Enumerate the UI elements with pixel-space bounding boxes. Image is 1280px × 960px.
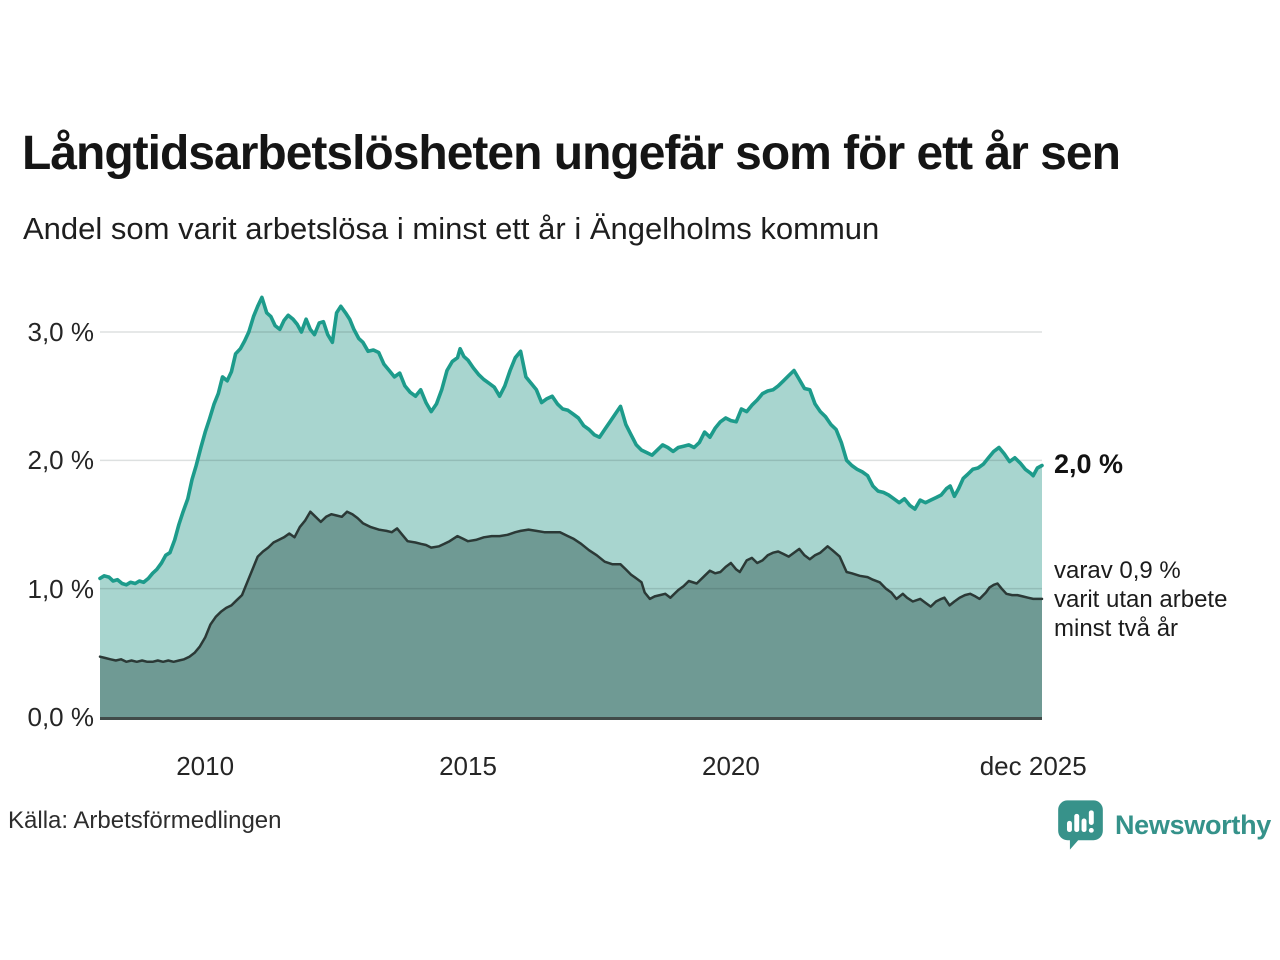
note-line-1: varav 0,9 % xyxy=(1054,557,1181,584)
y-axis-tick-0: 0,0 % xyxy=(27,702,95,732)
latest-value-label: 2,0 % xyxy=(1054,449,1124,479)
y-axis-tick-2: 2,0 % xyxy=(27,445,95,476)
y-axis-tick-3: 3,0 % xyxy=(27,317,95,347)
y-axis-tick-1: 1,0 % xyxy=(27,573,95,604)
newsworthy-wordmark: Newsworthy xyxy=(1114,809,1271,840)
chart-title: Långtidsarbetslösheten ungefär som för e… xyxy=(22,127,1121,180)
newsworthy-logo: Newsworthy xyxy=(1057,797,1271,853)
chart-subtitle: Andel som varit arbetslösa i minst ett å… xyxy=(23,211,880,246)
x-axis-tick-2020: 2020 xyxy=(701,751,760,781)
source-attribution: Källa: Arbetsförmedlingen xyxy=(8,807,282,834)
x-axis-tick-2010: 2010 xyxy=(176,751,235,781)
x-axis-tick-2015: 2015 xyxy=(439,751,497,781)
x-axis-tick-dec-2025: dec 2025 xyxy=(979,751,1087,781)
newsworthy-bar-chart-icon xyxy=(1058,800,1103,850)
note-line-2: varit utan arbete xyxy=(1054,586,1228,613)
secondary-series-note: varav 0,9 % varit utan arbete minst två … xyxy=(1054,556,1227,643)
note-line-3: minst två år xyxy=(1054,615,1179,642)
